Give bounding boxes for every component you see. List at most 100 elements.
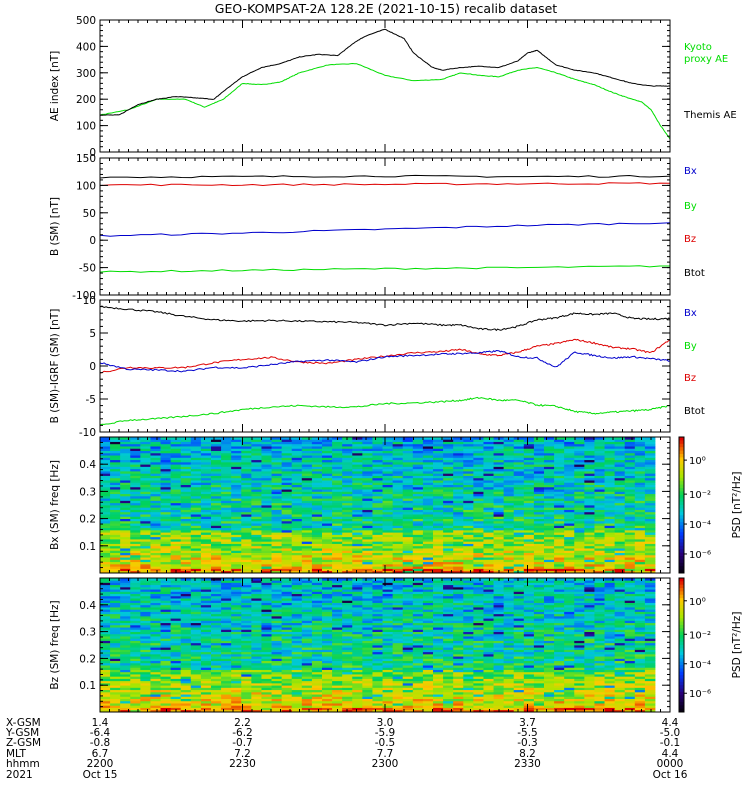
spectrogram-cell: [322, 498, 333, 501]
spectrogram-cell: [211, 468, 222, 472]
spectrogram-cell: [211, 543, 222, 547]
spectrogram-cell: [261, 495, 272, 499]
spectrogram-cell: [473, 486, 484, 490]
spectrogram-cell: [352, 568, 363, 572]
spectrogram-cell: [221, 568, 232, 572]
spectrogram-cell: [503, 545, 515, 549]
spectrogram-cell: [523, 446, 535, 449]
spectrogram-cell: [100, 589, 111, 592]
spectrogram-cell: [110, 541, 121, 544]
spectrogram-cell: [231, 624, 242, 628]
spectrogram-cell: [170, 586, 182, 590]
spectrogram-cell: [231, 459, 242, 463]
spectrogram-cell: [200, 475, 212, 479]
spectrogram-cell: [261, 500, 272, 504]
spectrogram-cell: [241, 700, 252, 704]
spectrogram-cell: [544, 509, 555, 513]
spectrogram-cell: [301, 473, 313, 476]
spectrogram-cell: [160, 613, 172, 617]
spectrogram-cell: [261, 539, 272, 542]
spectrogram-cell: [160, 689, 172, 693]
spectrogram-cell: [311, 525, 323, 529]
colorbar-step: [679, 552, 684, 557]
spectrogram-cell: [170, 676, 182, 679]
spectrogram-cell: [614, 534, 626, 538]
spectrogram-cell: [352, 486, 363, 490]
spectrogram-cell: [190, 662, 202, 666]
spectrogram-cell: [211, 557, 222, 560]
spectrogram-cell: [140, 589, 151, 592]
spectrogram-cell: [271, 548, 283, 551]
spectrogram-cell: [352, 477, 363, 481]
spectrogram: [100, 437, 656, 574]
spectrogram-cell: [241, 554, 252, 558]
spectrogram-cell: [130, 536, 141, 540]
spectrogram-cell: [190, 582, 202, 586]
spectrogram-cell: [130, 674, 141, 677]
spectrogram-cell: [473, 566, 484, 569]
spectrogram-cell: [523, 455, 535, 458]
spectrogram-cell: [140, 642, 151, 646]
spectrogram-cell: [211, 633, 222, 637]
spectrogram-cell: [251, 455, 262, 458]
spectrogram-cell: [412, 484, 424, 488]
spectrogram-cell: [433, 539, 444, 542]
spectrogram-cell: [564, 516, 575, 519]
spectrogram-cell: [271, 518, 283, 522]
spectrogram-cell: [140, 636, 151, 639]
spectrogram-cell: [200, 647, 212, 650]
spectrogram-cell: [493, 507, 505, 510]
spectrogram-cell: [644, 441, 656, 445]
spectrogram-cell: [493, 473, 505, 476]
spectrogram-cell: [513, 566, 525, 569]
spectrogram-cell: [180, 541, 192, 544]
spectrogram-cell: [211, 466, 222, 470]
spectrogram-cell: [372, 459, 383, 463]
spectrogram-cell: [453, 441, 464, 445]
spectrogram-cell: [604, 525, 616, 529]
spectrogram-cell: [231, 611, 242, 615]
spectrogram-cell: [180, 520, 192, 524]
y-axis-label: B (SM) [nT]: [49, 197, 61, 256]
spectrogram-cell: [311, 507, 323, 510]
spectrogram-cell: [634, 527, 646, 531]
spectrogram-cell: [634, 491, 646, 495]
spectrogram-cell: [291, 502, 303, 506]
spectrogram-cell: [180, 511, 192, 515]
spectrogram-cell: [533, 482, 545, 485]
spectrogram-cell: [140, 602, 151, 606]
spectrogram-cell: [463, 495, 474, 499]
spectrogram-cell: [503, 552, 515, 556]
spectrogram-cell: [140, 586, 151, 590]
spectrogram-cell: [120, 459, 131, 463]
spectrogram-cell: [200, 678, 212, 682]
series-line-kyoto-proxy-ae: [99, 62, 671, 140]
spectrogram-cell: [221, 563, 232, 567]
spectrogram-cell: [190, 520, 202, 524]
spectrogram-cell: [200, 437, 212, 440]
spectrogram-cell: [190, 505, 202, 508]
spectrogram-cell: [190, 516, 202, 519]
spectrogram-cell: [513, 570, 525, 574]
spectrogram-cell: [644, 543, 656, 547]
spectrogram-cell: [634, 459, 646, 463]
spectrogram-cell: [221, 534, 232, 538]
spectrogram-cell: [544, 498, 555, 501]
spectrogram-cell: [281, 545, 293, 549]
spectrogram-cell: [170, 516, 182, 519]
spectrogram-cell: [150, 511, 161, 515]
spectrogram-cell: [170, 459, 182, 463]
spectrogram-cell: [221, 441, 232, 445]
spectrogram-cell: [221, 507, 232, 510]
spectrogram-cell: [463, 500, 474, 504]
spectrogram-cell: [231, 665, 242, 668]
spectrogram-cell: [170, 604, 182, 608]
spectrogram-cell: [342, 557, 353, 560]
spectrogram-cell: [392, 545, 404, 549]
spectrogram-cell: [211, 536, 222, 540]
spectrogram-cell: [342, 468, 353, 472]
series-line-by: [99, 396, 671, 426]
spectrogram-cell: [342, 552, 353, 556]
spectrogram-cell: [574, 543, 585, 547]
spectrogram-cell: [180, 658, 192, 662]
